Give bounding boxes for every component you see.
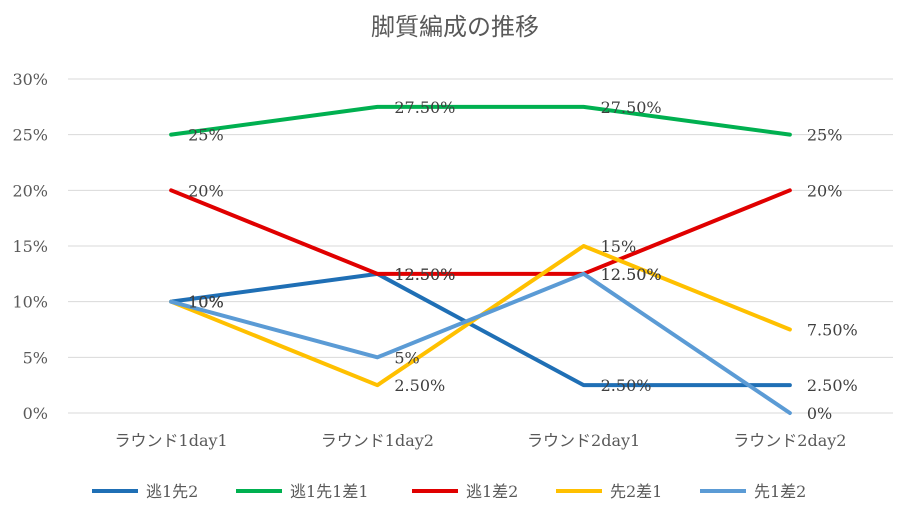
y-tick-label: 20% — [12, 181, 48, 200]
legend-label: 逃1差2 — [466, 482, 518, 501]
data-label: 12.50% — [601, 265, 662, 284]
series-line — [169, 271, 792, 415]
legend-label: 逃1先2 — [146, 482, 198, 501]
data-labels: 10% 12.50% 2.50% 2.50% 25% 27.50% 27.50% 25% 20%… — [188, 98, 858, 423]
x-tick-label: ラウンド1day2 — [321, 431, 434, 450]
series-line — [169, 104, 792, 137]
data-label: 12.50% — [394, 265, 455, 284]
y-tick-label: 5% — [23, 348, 48, 367]
legend-label: 逃1先1差1 — [290, 482, 369, 501]
y-tick-label: 25% — [12, 126, 48, 145]
series-lines — [169, 104, 792, 415]
data-label: 20% — [188, 181, 224, 200]
y-tick-label: 0% — [23, 404, 48, 423]
data-label: 10% — [188, 293, 224, 312]
y-tick-label: 15% — [12, 237, 48, 256]
series-line — [169, 271, 792, 388]
legend-label: 先2差1 — [610, 482, 662, 501]
data-label: 15% — [601, 237, 637, 256]
data-label: 12.50% — [394, 265, 455, 284]
legend: 逃1先2 逃1先1差1 逃1差2 先2差1 先1差2 — [92, 482, 806, 501]
x-tick-label: ラウンド2day2 — [733, 431, 846, 450]
data-label: 10% — [188, 293, 224, 312]
series-line — [169, 188, 792, 276]
data-label: 12.50% — [601, 265, 662, 284]
data-label: 27.50% — [394, 98, 455, 117]
y-tick-label: 10% — [12, 293, 48, 312]
data-label: 0% — [807, 404, 832, 423]
data-label: 2.50% — [394, 376, 445, 395]
data-label: 27.50% — [601, 98, 662, 117]
data-label: 7.50% — [807, 321, 858, 340]
x-tick-label: ラウンド1day1 — [115, 431, 228, 450]
data-label: 25% — [188, 126, 224, 145]
data-label: 20% — [807, 181, 843, 200]
legend-label: 先1差2 — [754, 482, 806, 501]
y-tick-label: 30% — [12, 70, 48, 89]
gridlines — [68, 78, 893, 414]
chart-title: 脚質編成の推移 — [371, 13, 539, 41]
y-axis-ticks: 0% 5% 10% 15% 20% 25% 30% — [12, 70, 48, 423]
x-tick-label: ラウンド2day1 — [527, 431, 640, 450]
data-label: 2.50% — [601, 376, 652, 395]
data-label: 25% — [807, 126, 843, 145]
x-axis-ticks: ラウンド1day1 ラウンド1day2 ラウンド2day1 ラウンド2day2 — [115, 431, 847, 450]
data-label: 2.50% — [807, 376, 858, 395]
data-label: 10% — [188, 293, 224, 312]
data-label: 5% — [394, 348, 419, 367]
